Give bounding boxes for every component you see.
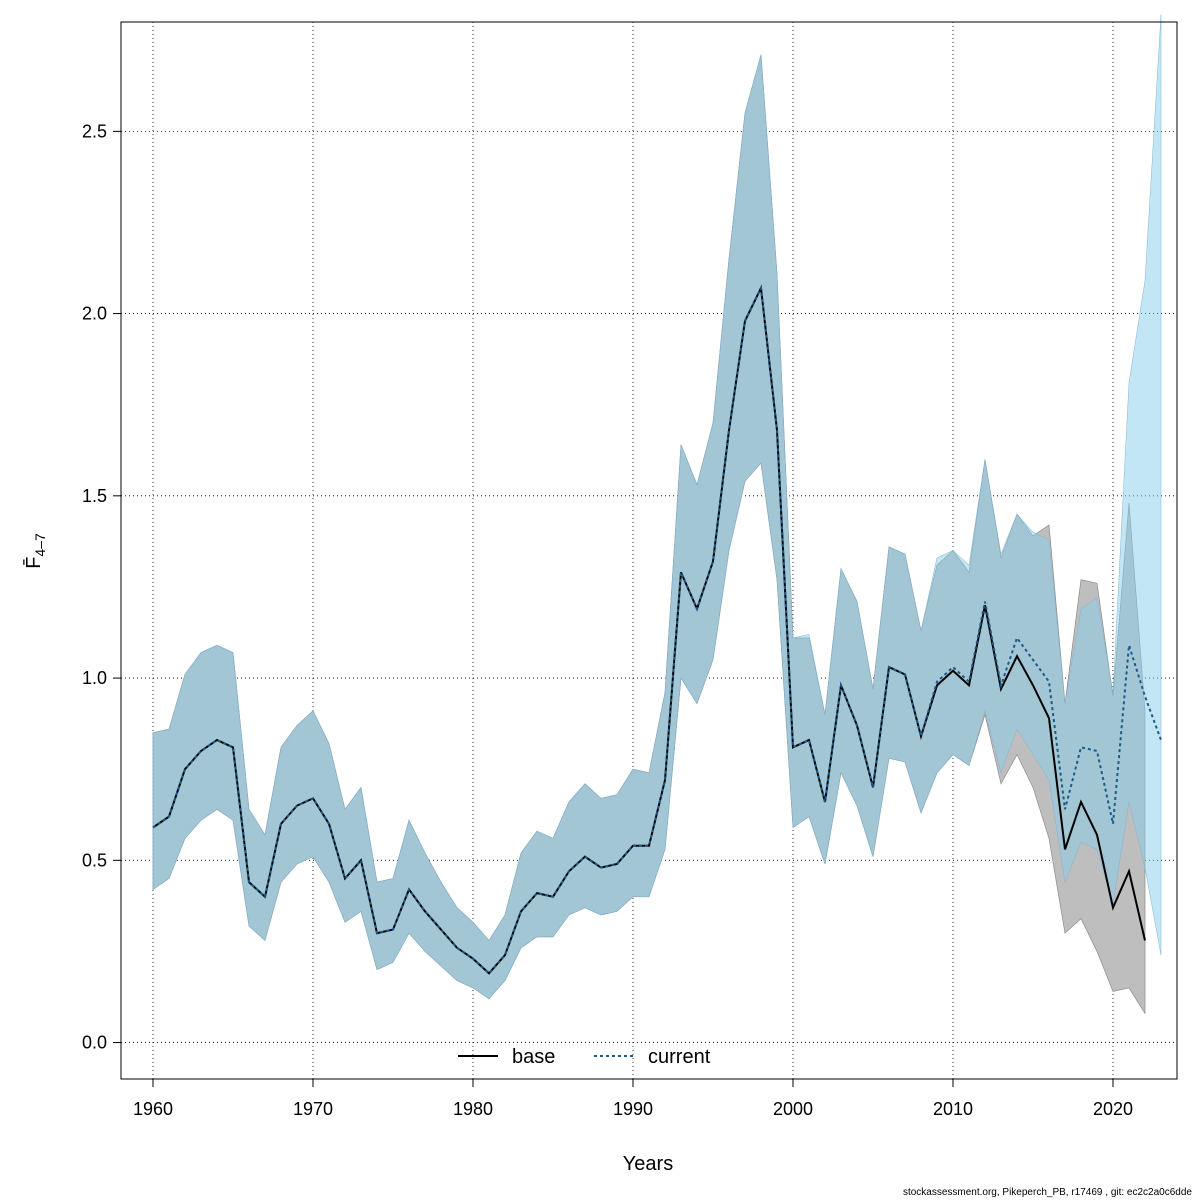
y-tick-label: 2.0 xyxy=(82,304,107,324)
x-tick-label: 2010 xyxy=(933,1099,973,1119)
x-tick-label: 2020 xyxy=(1093,1099,1133,1119)
series-line-current xyxy=(152,284,1162,975)
y-tick-label: 1.0 xyxy=(82,668,107,688)
y-axis-title: F̄4–7 xyxy=(22,533,48,569)
y-tick-label: 0.5 xyxy=(82,850,107,870)
confidence-bands xyxy=(152,14,1162,1015)
series-lines xyxy=(152,284,1162,975)
x-tick-label: 1970 xyxy=(293,1099,333,1119)
x-axis-title: Years xyxy=(623,1153,673,1175)
x-tick-label: 1980 xyxy=(453,1099,493,1119)
y-axis-title-main: F̄ xyxy=(22,557,45,569)
y-tick-label: 2.5 xyxy=(82,121,107,141)
legend-base-label: base xyxy=(512,1046,555,1068)
legend-current-label: current xyxy=(648,1046,711,1068)
x-axis: 1960 1970 1980 1990 2000 2010 2020 xyxy=(133,1079,1133,1119)
x-tick-label: 2000 xyxy=(773,1099,813,1119)
y-tick-label: 1.5 xyxy=(82,486,107,506)
svg-text:F̄4–7: F̄4–7 xyxy=(22,533,48,569)
plot-frame xyxy=(120,21,1178,1080)
x-tick-label: 1990 xyxy=(613,1099,653,1119)
legend: base current xyxy=(458,1046,711,1068)
footer-credit: stockassessment.org, Pikeperch_PB, r1746… xyxy=(902,1187,1192,1198)
x-tick-label: 1960 xyxy=(133,1099,173,1119)
y-axis-title-subscript: 4–7 xyxy=(32,533,48,557)
y-axis: 0.0 0.5 1.0 1.5 2.0 2.5 xyxy=(82,121,121,1053)
y-tick-label: 0.0 xyxy=(82,1033,107,1053)
band-current xyxy=(152,14,1162,1000)
